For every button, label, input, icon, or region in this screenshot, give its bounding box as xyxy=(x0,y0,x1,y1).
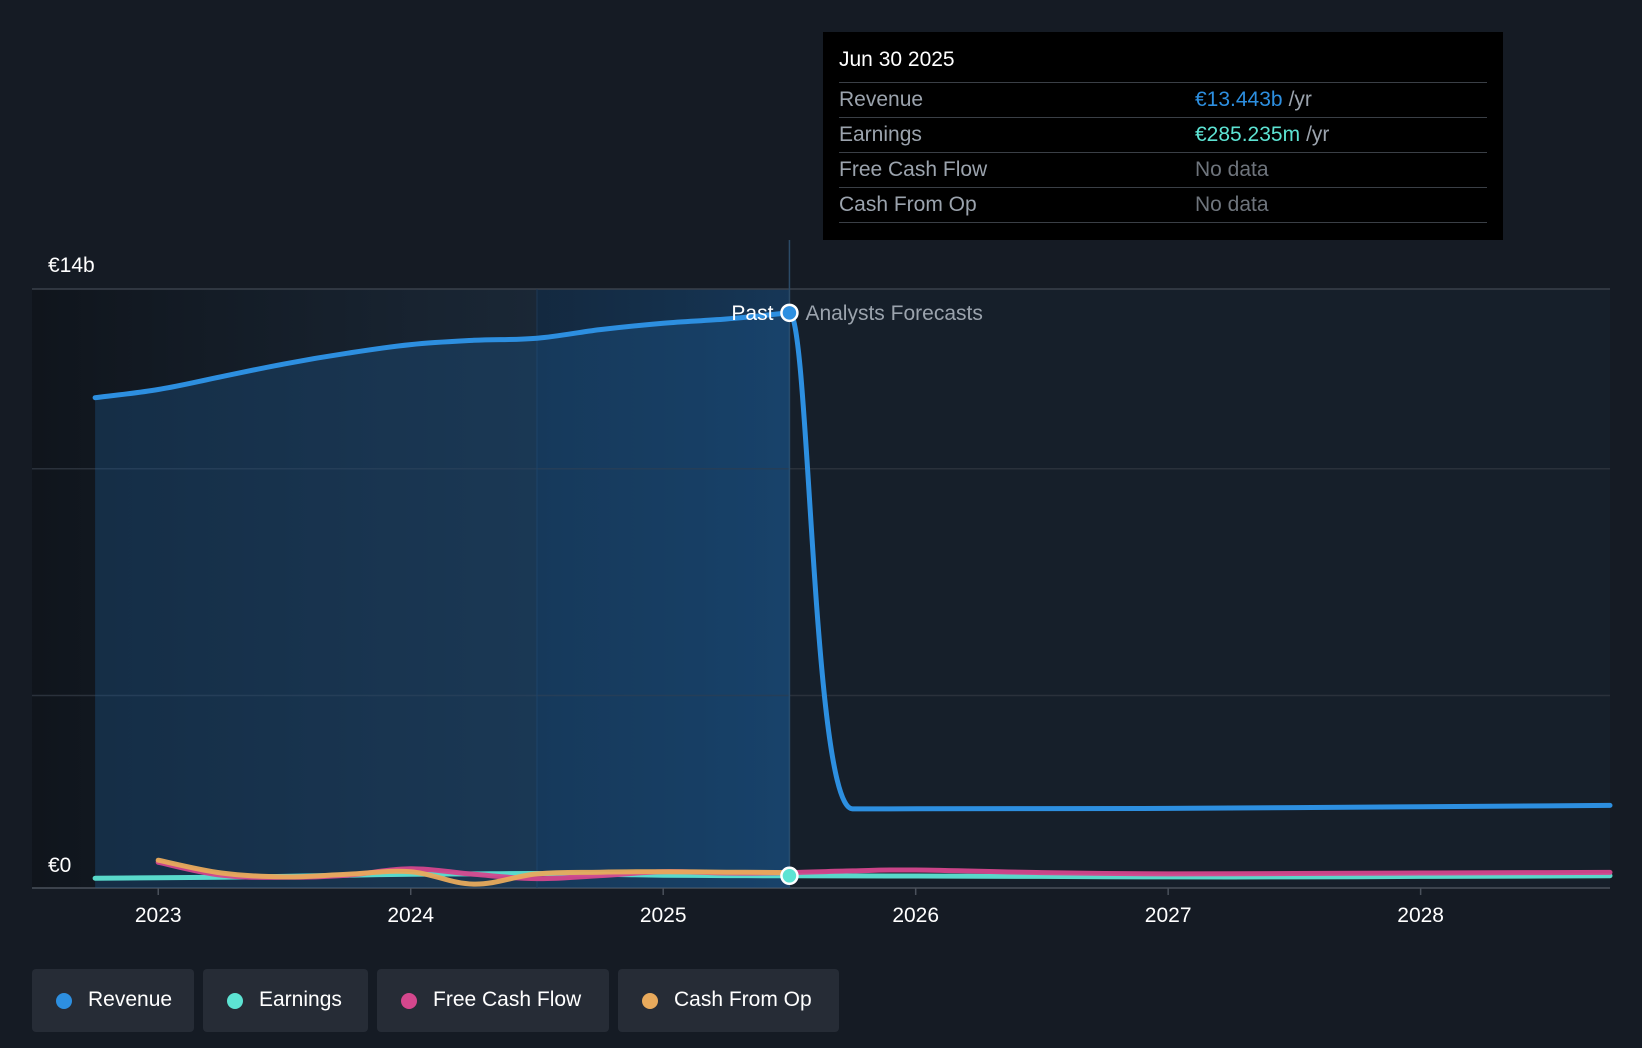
tooltip-row-value: €285.235m/yr xyxy=(1195,123,1330,146)
tooltip-row: Cash From Op No data xyxy=(839,187,1487,223)
revenue-area xyxy=(90,312,790,888)
legend-dot-icon xyxy=(642,993,658,1009)
tooltip-row-unit: /yr xyxy=(1288,88,1312,111)
past-region xyxy=(32,289,537,888)
forecast-region xyxy=(789,289,1610,888)
tooltip-row-label: Free Cash Flow xyxy=(839,158,988,181)
x-tick-label: 2024 xyxy=(387,904,434,927)
forecast-label: Analysts Forecasts xyxy=(805,302,982,325)
tooltip-row-label: Earnings xyxy=(839,123,922,146)
tooltip: Jun 30 2025 Revenue €13.443b/yr Earnings €2… xyxy=(823,32,1503,240)
legend-label: Cash From Op xyxy=(674,988,812,1011)
tooltip-date: Jun 30 2025 xyxy=(839,48,955,71)
tooltip-row-label: Cash From Op xyxy=(839,193,977,216)
recent-past-region xyxy=(536,289,790,888)
earnings-marker xyxy=(780,866,799,886)
series-line-revenue xyxy=(92,310,1613,812)
legend-dot-icon xyxy=(227,993,243,1009)
tooltip-row-unit: /yr xyxy=(1306,123,1330,146)
legend-item-revenue[interactable]: Revenue xyxy=(32,969,194,1032)
y-axis-max-label: €14b xyxy=(48,254,95,277)
x-tick-label: 2027 xyxy=(1145,904,1192,927)
series-line-cash-from-op xyxy=(155,857,792,887)
legend-dot-icon xyxy=(401,993,417,1009)
x-tick-label: 2026 xyxy=(892,904,939,927)
tooltip-row-value: No data xyxy=(1195,158,1269,181)
legend-label: Revenue xyxy=(88,988,173,1011)
legend-item-cash-from-op[interactable]: Cash From Op xyxy=(618,969,839,1032)
tooltip-row: Revenue €13.443b/yr xyxy=(839,82,1487,117)
x-tick-label: 2023 xyxy=(135,904,182,927)
legend-label: Free Cash Flow xyxy=(433,988,582,1011)
legend-dot-icon xyxy=(56,993,72,1009)
tooltip-row: Free Cash Flow No data xyxy=(839,152,1487,187)
tooltip-row-label: Revenue xyxy=(839,88,924,111)
legend-item-earnings[interactable]: Earnings xyxy=(203,969,368,1032)
tooltip-row: Earnings €285.235m/yr xyxy=(839,117,1487,152)
x-tick-label: 2025 xyxy=(640,904,687,927)
legend-label: Earnings xyxy=(259,988,342,1011)
past-label: Past xyxy=(731,302,773,325)
y-axis-min-label: €0 xyxy=(48,854,71,877)
x-tick-label: 2028 xyxy=(1397,904,1444,927)
tooltip-row-value: €13.443b/yr xyxy=(1195,88,1312,111)
tooltip-row-value: No data xyxy=(1195,193,1269,216)
revenue-marker xyxy=(780,303,799,323)
legend-item-free-cash-flow[interactable]: Free Cash Flow xyxy=(377,969,609,1032)
